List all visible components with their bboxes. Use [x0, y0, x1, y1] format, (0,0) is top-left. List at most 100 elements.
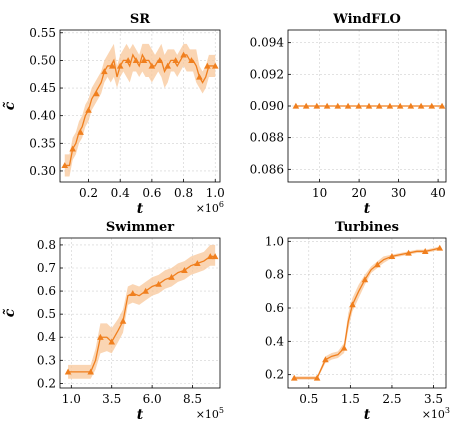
- plot-frame: [59, 237, 221, 389]
- x-tick-label: 0.2: [79, 186, 98, 200]
- y-tick-label: 0.2: [37, 376, 56, 390]
- data-point: [108, 62, 116, 69]
- data-point: [396, 102, 404, 109]
- data-point: [374, 261, 381, 268]
- data-point: [168, 273, 175, 280]
- x-axis-label: t: [137, 407, 144, 423]
- x-tick-label: 30: [391, 186, 406, 200]
- data-point: [87, 368, 95, 375]
- data-point: [142, 287, 149, 294]
- x-tick-label: 3.5: [424, 392, 443, 406]
- x-axis-multiplier: ×103: [422, 406, 450, 421]
- data-point: [211, 62, 219, 69]
- data-point: [313, 102, 321, 109]
- y-tick-label: 0.094: [250, 36, 285, 50]
- data-point: [140, 57, 148, 64]
- data-point: [355, 102, 362, 109]
- data-point: [132, 57, 140, 64]
- x-tick-label: 1.0: [62, 392, 81, 406]
- data-point: [204, 62, 211, 69]
- y-tick-label: 0.3: [37, 353, 56, 367]
- panel-title: Turbines: [335, 220, 399, 235]
- data-point: [375, 102, 383, 109]
- data-point: [290, 374, 298, 381]
- data-point: [180, 51, 187, 58]
- panel-turbines: 0.5 1.5 2.5 3.5 0.2 0.4 0.6 0.8 1.0 Turbines t ×103: [265, 220, 450, 423]
- data-point: [69, 145, 76, 152]
- x-axis-multiplier-exponent: 6: [219, 200, 224, 209]
- y-tick-label: 0.092: [250, 67, 284, 81]
- y-tick-label: 0.4: [265, 334, 284, 348]
- x-axis-multiplier-exponent: 3: [445, 406, 450, 415]
- data-point: [211, 253, 219, 260]
- x-axis-multiplier: ×106: [196, 200, 224, 215]
- x-axis-label: t: [364, 201, 371, 217]
- data-point: [148, 62, 156, 69]
- x-tick-label: 8.5: [183, 392, 202, 406]
- data-point: [172, 57, 179, 64]
- data-point: [101, 68, 108, 75]
- y-tick-label: 0.6: [37, 284, 56, 298]
- y-tick-label: 0.088: [250, 131, 284, 145]
- data-point: [155, 280, 162, 287]
- data-point: [313, 374, 321, 381]
- data-point: [292, 102, 300, 109]
- data-point: [129, 290, 137, 297]
- y-tick-label: 0.35: [29, 136, 56, 150]
- data-point: [417, 102, 425, 109]
- data-point: [93, 90, 100, 97]
- y-tick-label: 0.2: [265, 368, 284, 382]
- y-tick-label: 0.30: [29, 164, 56, 178]
- data-point: [97, 333, 104, 340]
- y-tick-label: 0.40: [29, 109, 56, 123]
- series-line: [294, 247, 440, 379]
- data-point: [164, 62, 172, 69]
- data-point: [421, 248, 429, 254]
- data-point: [156, 57, 164, 64]
- y-axis-label: c̃: [1, 101, 18, 110]
- y-tick-label: 0.7: [37, 261, 56, 275]
- data-point: [340, 344, 348, 351]
- data-point: [322, 356, 329, 363]
- x-axis-multiplier-exponent: 5: [219, 406, 224, 415]
- data-point: [388, 253, 396, 259]
- panel-sr: 0.2 0.4 0.6 0.8 1.0 0.30 0.35 0.40 0.45 0.50 0.55 S…: [1, 12, 225, 217]
- data-point: [334, 102, 342, 109]
- data-point: [85, 106, 92, 113]
- data-point: [323, 102, 331, 109]
- x-tick-label: 40: [430, 186, 445, 200]
- data-point: [405, 249, 412, 256]
- y-tick-label: 0.50: [29, 53, 56, 67]
- confidence-band: [68, 244, 216, 379]
- data-point: [116, 62, 124, 69]
- x-axis-multiplier: ×105: [196, 406, 224, 421]
- data-point: [61, 162, 69, 169]
- y-tick-label: 0.5: [37, 307, 56, 321]
- data-point: [428, 102, 436, 109]
- x-tick-label: 0.8: [174, 186, 193, 200]
- x-tick-label: 2.5: [382, 392, 401, 406]
- x-tick-label: 3.5: [102, 392, 121, 406]
- y-tick-label: 0.4: [37, 330, 56, 344]
- data-point: [344, 102, 352, 109]
- x-tick-label: 0.6: [142, 186, 161, 200]
- panel-title: Swimmer: [106, 220, 174, 235]
- data-point: [188, 57, 195, 64]
- data-point: [77, 128, 84, 135]
- x-tick-label: 1.0: [206, 186, 225, 200]
- y-tick-label: 0.8: [37, 238, 56, 252]
- x-tick-label: 6.0: [143, 392, 162, 406]
- data-point: [365, 102, 373, 109]
- data-point: [386, 102, 394, 109]
- y-tick-label: 0.55: [29, 26, 56, 40]
- x-axis-label: t: [364, 407, 371, 423]
- x-tick-label: 0.5: [299, 392, 318, 406]
- data-point: [119, 317, 127, 324]
- data-point: [361, 276, 369, 283]
- data-point: [181, 267, 188, 273]
- x-tick-label: 10: [312, 186, 327, 200]
- y-axis-label: c̃: [1, 308, 18, 317]
- data-point: [207, 253, 214, 260]
- x-tick-label: 0.4: [111, 186, 130, 200]
- plot-frame: [59, 29, 221, 183]
